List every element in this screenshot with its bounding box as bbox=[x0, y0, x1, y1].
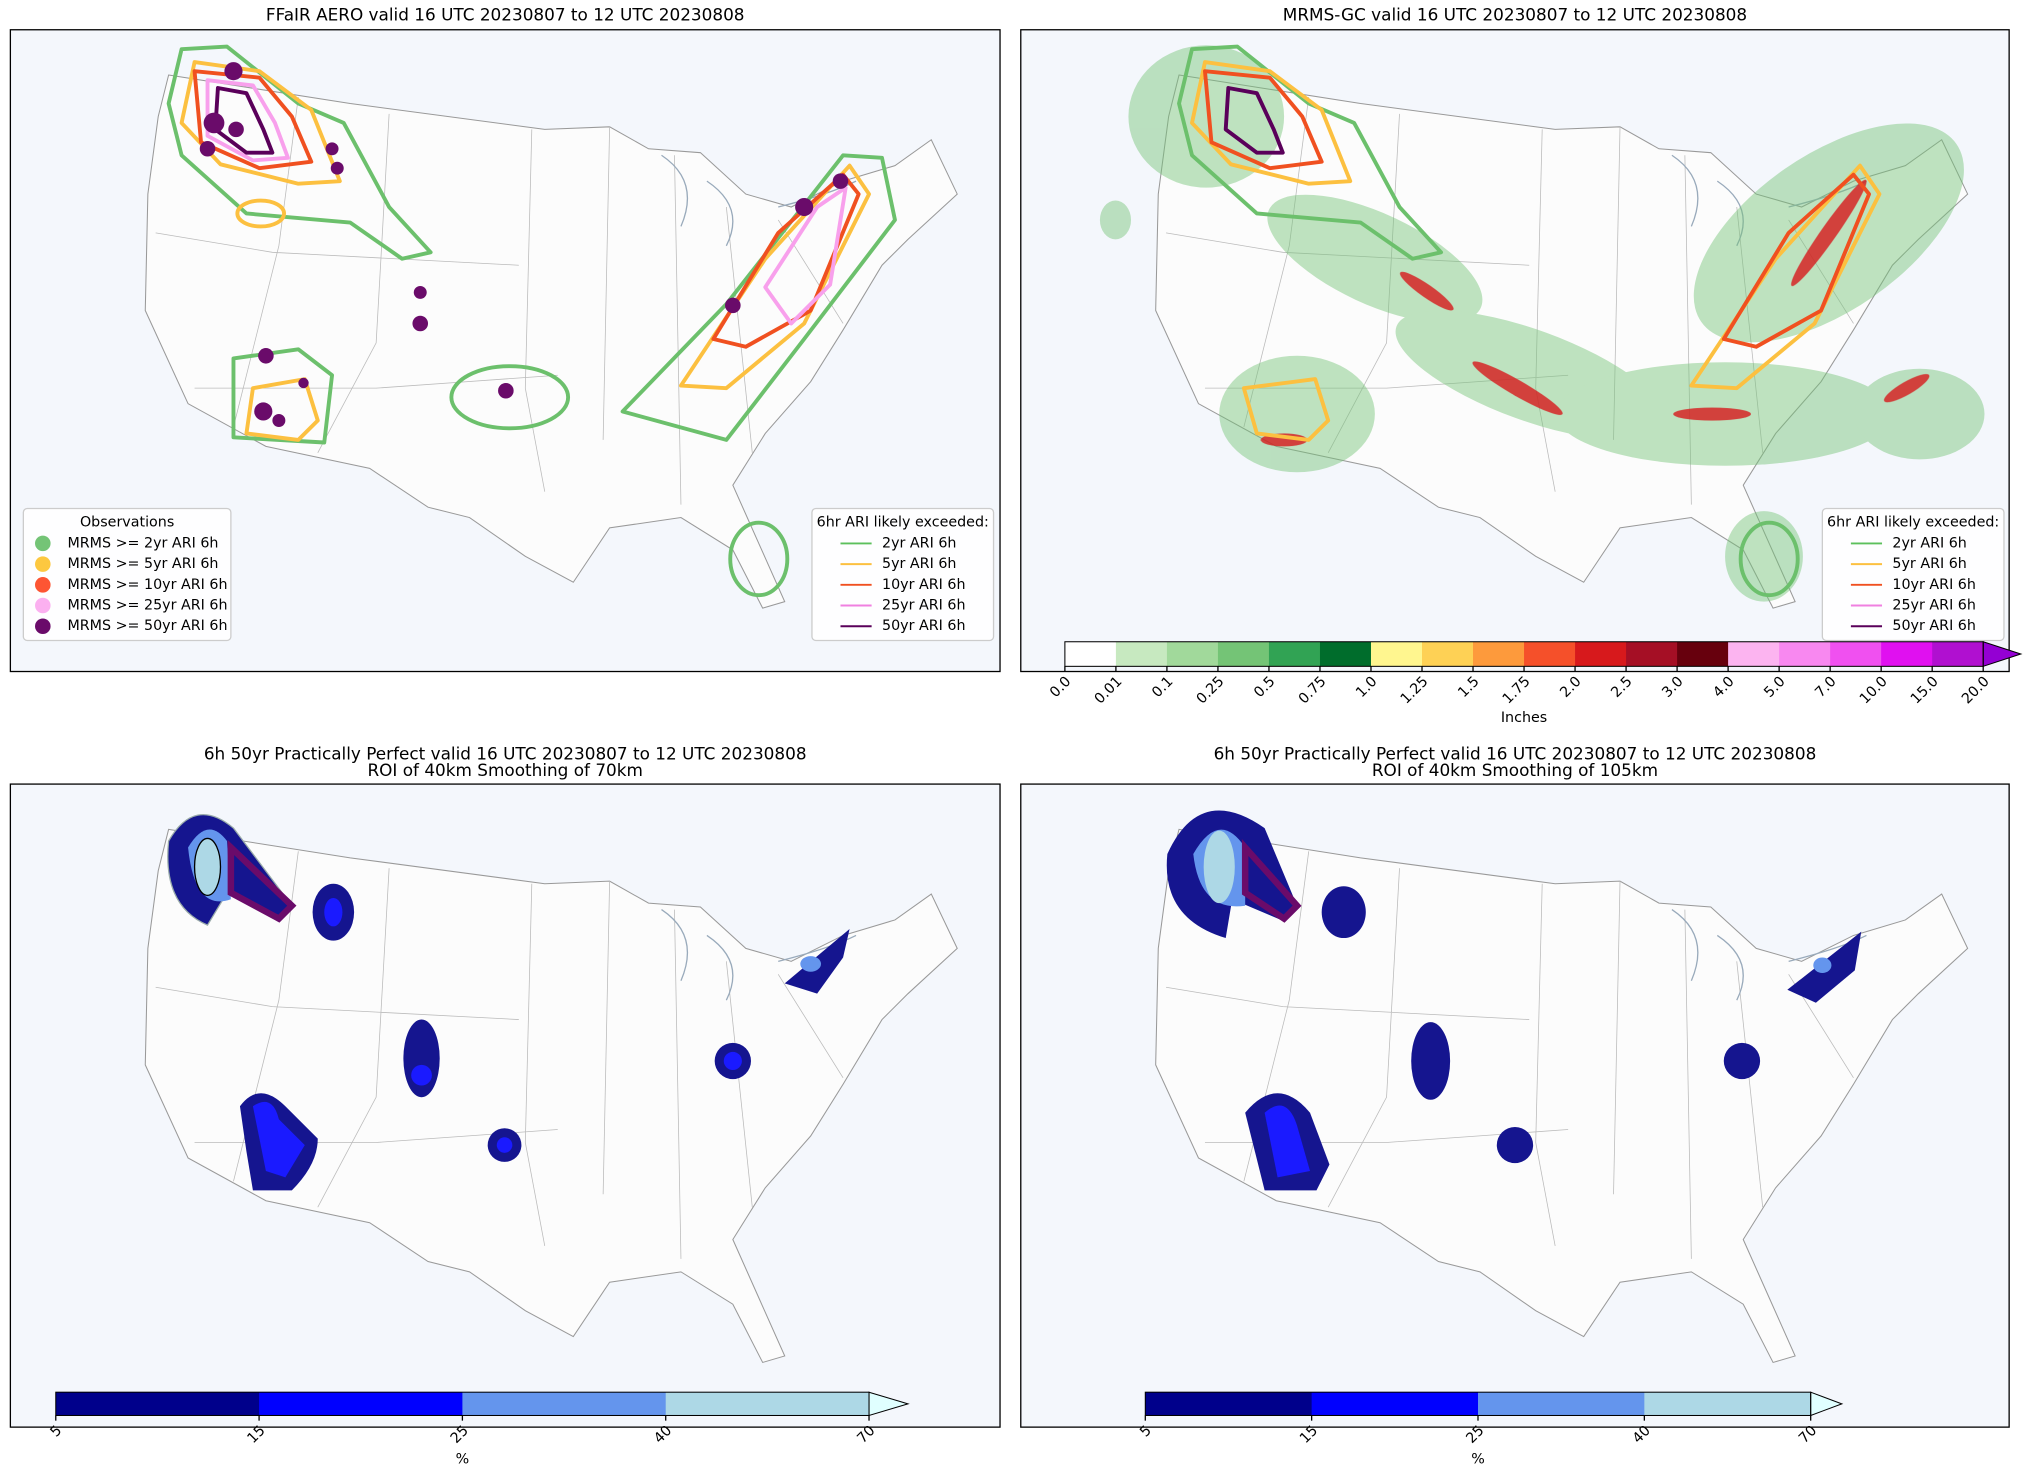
legend-label: 25yr ARI 6h bbox=[1892, 598, 1976, 614]
colorbar-label: Inches bbox=[1501, 710, 1547, 726]
legend-label: MRMS >= 10yr ARI 6h bbox=[67, 577, 227, 593]
legend-title: 6hr ARI likely exceeded: bbox=[817, 515, 989, 531]
colorbar-swatch bbox=[1524, 641, 1576, 667]
panel2-precip bbox=[1099, 44, 1985, 602]
colorbar-swatch bbox=[1311, 1392, 1479, 1416]
colorbar-swatch bbox=[1370, 641, 1423, 667]
colorbar-tick-label: 4.0 bbox=[1710, 674, 1737, 701]
legend-marker bbox=[35, 556, 51, 572]
legend-label: 10yr ARI 6h bbox=[882, 577, 966, 593]
panel-title: 6h 50yr Practically Perfect valid 16 UTC… bbox=[1214, 743, 1817, 763]
colorbar-swatch bbox=[1644, 1392, 1812, 1416]
colorbar-tick-label: 1.25 bbox=[1398, 674, 1432, 708]
panel-subtitle: ROI of 40km Smoothing of 105km bbox=[1372, 760, 1658, 780]
panel3-probability bbox=[167, 813, 850, 1191]
colorbar-swatch bbox=[55, 1392, 260, 1416]
colorbar-tick-label: 0.5 bbox=[1251, 674, 1278, 701]
legend-marker bbox=[35, 577, 51, 593]
panel-title: FFaIR AERO valid 16 UTC 20230807 to 12 U… bbox=[266, 5, 745, 25]
colorbar-swatch bbox=[1422, 641, 1474, 667]
colorbar-swatch bbox=[1166, 641, 1219, 667]
legend-label: 50yr ARI 6h bbox=[1892, 618, 1976, 634]
legend-box bbox=[22, 507, 232, 642]
colorbar-tick-label: 1.5 bbox=[1455, 674, 1482, 701]
colorbar-tick-label: 15.0 bbox=[1908, 674, 1942, 708]
colorbar-swatch bbox=[259, 1392, 463, 1416]
colorbar-swatch bbox=[1268, 641, 1321, 667]
colorbar-swatch bbox=[1217, 641, 1270, 667]
panel-title: 6h 50yr Practically Perfect valid 16 UTC… bbox=[204, 743, 807, 763]
colorbar-label: % bbox=[1471, 1451, 1485, 1467]
colorbar-tick-label: 0.1 bbox=[1149, 674, 1176, 701]
colorbar-swatch bbox=[1932, 641, 1984, 667]
colorbar-tick-label: 3.0 bbox=[1659, 674, 1686, 701]
legend-label: 10yr ARI 6h bbox=[1892, 577, 1976, 593]
colorbar-tick-label: 0.25 bbox=[1194, 674, 1228, 708]
colorbar-tick-label: 0.01 bbox=[1092, 674, 1126, 708]
legend-title: Observations bbox=[80, 515, 174, 531]
colorbar-tick-label: 2.0 bbox=[1557, 674, 1584, 701]
colorbar-tick-label: 1.0 bbox=[1353, 674, 1380, 701]
colorbar-tick-label: 0.0 bbox=[1047, 674, 1074, 701]
panel-frames bbox=[9, 29, 2010, 1428]
legend-label: 2yr ARI 6h bbox=[882, 535, 956, 551]
legend-marker bbox=[35, 618, 51, 634]
legend-label: 5yr ARI 6h bbox=[882, 556, 956, 572]
legend-label: MRMS >= 5yr ARI 6h bbox=[67, 556, 218, 572]
legend-label: 5yr ARI 6h bbox=[1892, 556, 1966, 572]
panel4-probability bbox=[1166, 810, 1862, 1191]
colorbar-swatch bbox=[1115, 641, 1168, 667]
colorbar-swatch bbox=[665, 1392, 870, 1416]
panel-subtitle: ROI of 40km Smoothing of 70km bbox=[367, 760, 642, 780]
legend-label: MRMS >= 25yr ARI 6h bbox=[67, 598, 227, 614]
colorbar-label: % bbox=[456, 1451, 470, 1467]
legend-label: MRMS >= 50yr ARI 6h bbox=[67, 618, 227, 634]
legend-label: 50yr ARI 6h bbox=[882, 618, 966, 634]
colorbar-swatch bbox=[1626, 641, 1678, 667]
panel1-contours bbox=[166, 44, 897, 598]
colorbar-swatch bbox=[1145, 1392, 1313, 1416]
legend-box bbox=[811, 507, 995, 642]
panel-title: MRMS-GC valid 16 UTC 20230807 to 12 UTC … bbox=[1283, 5, 1747, 25]
colorbar-tick-label: 7.0 bbox=[1812, 674, 1839, 701]
colorbar-swatch bbox=[1881, 641, 1933, 667]
colorbar-swatch bbox=[1677, 641, 1729, 667]
colorbar-tick-label: 10.0 bbox=[1857, 674, 1891, 708]
colorbar-tick-label: 2.5 bbox=[1608, 674, 1635, 701]
legend-label: MRMS >= 2yr ARI 6h bbox=[67, 535, 218, 551]
colorbar-swatch bbox=[1728, 641, 1780, 667]
colorbar-tick-label: 20.0 bbox=[1959, 674, 1993, 708]
colorbar-swatch bbox=[1779, 641, 1831, 667]
colorbar-swatch bbox=[1477, 1392, 1645, 1416]
colorbar-swatch bbox=[1319, 641, 1372, 667]
colorbar-swatch bbox=[1575, 641, 1627, 667]
colorbar-tick-label: 0.75 bbox=[1296, 674, 1330, 708]
legend-title: 6hr ARI likely exceeded: bbox=[1827, 515, 1999, 531]
legend-marker bbox=[35, 597, 51, 614]
legend-box bbox=[1821, 507, 2005, 642]
colorbar-tick-label: 1.75 bbox=[1500, 674, 1534, 708]
legend-label: 2yr ARI 6h bbox=[1892, 535, 1966, 551]
colorbar-swatch bbox=[1830, 641, 1882, 667]
colorbar-tick-label: 5.0 bbox=[1761, 674, 1788, 701]
colorbar-swatch bbox=[462, 1392, 667, 1416]
colorbar-swatch bbox=[1473, 641, 1525, 667]
colorbar-swatch bbox=[1064, 641, 1117, 667]
legend-label: 25yr ARI 6h bbox=[882, 598, 966, 614]
legend-marker bbox=[35, 535, 51, 552]
